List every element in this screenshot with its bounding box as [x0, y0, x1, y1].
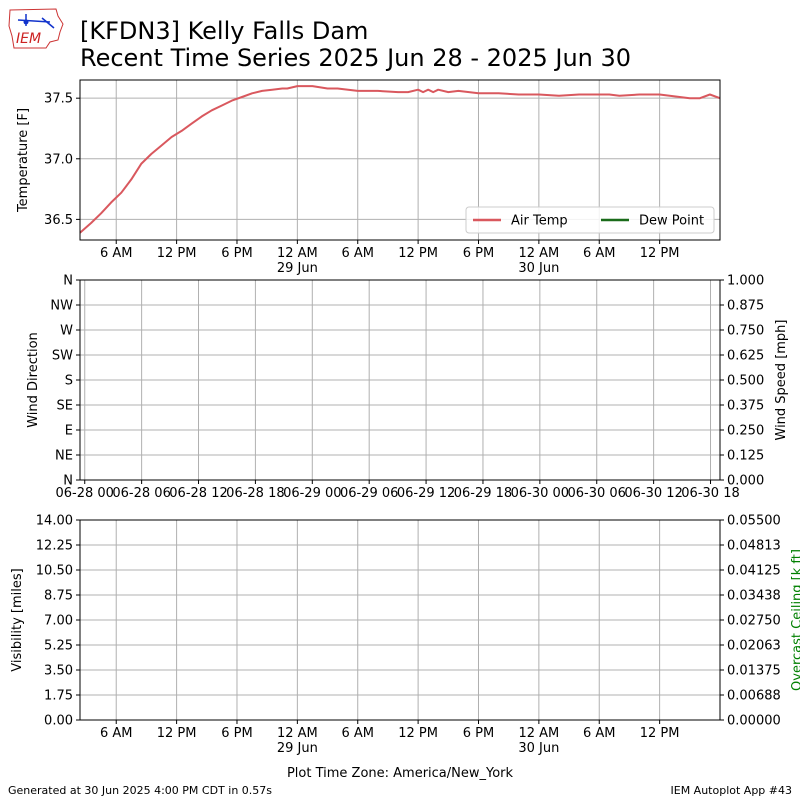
x-tick-label: 12 PM	[398, 726, 438, 741]
x-tick-label: 6 PM	[463, 246, 494, 261]
y2-tick-label: 0.500	[727, 374, 764, 389]
y-tick-label: W	[60, 324, 73, 339]
x-tick-label: 6 AM	[341, 246, 374, 261]
x-tick-sublabel: 29 Jun	[277, 741, 318, 756]
x-tick-label: 12 AM	[518, 726, 559, 741]
legend-label: Air Temp	[511, 214, 568, 229]
y-tick-label: N	[63, 474, 73, 489]
y-tick-label: 0.00	[44, 714, 73, 729]
x-tick-label: 6 PM	[221, 246, 252, 261]
legend-box	[465, 206, 715, 234]
x-tick-label: 12 PM	[640, 726, 680, 741]
footer-app: IEM Autoplot App #43	[670, 784, 793, 797]
x-tick-sublabel: 30 Jun	[518, 741, 559, 756]
x-tick-label: 6 AM	[100, 246, 133, 261]
x-tick-label: 6 AM	[583, 246, 616, 261]
y2-tick-label: 0.02750	[727, 614, 781, 629]
y-tick-label: NW	[50, 299, 73, 314]
x-tick-label: 06-28 06	[112, 486, 170, 501]
y2-tick-label: 1.000	[727, 274, 764, 289]
y-tick-label: 10.50	[36, 564, 73, 579]
y-axis-label: Temperature [F]	[16, 108, 31, 213]
x-tick-label: 6 PM	[463, 726, 494, 741]
y2-tick-label: 0.250	[727, 424, 764, 439]
y2-tick-label: 0.875	[727, 299, 764, 314]
x-tick-label: 12 AM	[518, 246, 559, 261]
x-tick-label: 06-28 18	[226, 486, 284, 501]
plot-area-frame	[79, 519, 721, 721]
y-tick-label: 7.00	[44, 614, 73, 629]
y-tick-label: 1.75	[44, 689, 73, 704]
iem-logo: IEM	[6, 6, 66, 50]
x-tick-label: 6 AM	[341, 726, 374, 741]
y-axis-label: Wind Direction	[26, 332, 41, 428]
x-tick-label: 06-29 18	[454, 486, 512, 501]
legend: Air Temp Dew Point	[465, 206, 715, 234]
x-tick-label: 06-30 06	[568, 486, 626, 501]
x-tick-label: 12 AM	[277, 246, 318, 261]
y-tick-label: 36.5	[44, 213, 73, 228]
y-tick-label: 14.00	[36, 514, 73, 529]
y2-tick-label: 0.00688	[727, 689, 781, 704]
y2-tick-label: 0.125	[727, 449, 764, 464]
plot-area-frame	[79, 79, 721, 241]
y2-axis-label: Overcast Ceiling [k ft]	[790, 549, 800, 691]
x-tick-label: 06-29 00	[283, 486, 341, 501]
x-tick-label: 06-30 00	[511, 486, 569, 501]
x-tick-label: 12 PM	[398, 246, 438, 261]
plot-area-frame	[79, 279, 721, 481]
svg-text:IEM: IEM	[16, 31, 41, 47]
legend-label: Dew Point	[639, 214, 704, 229]
y-tick-label: 37.0	[44, 152, 73, 167]
chart-title-line1: [KFDN3] Kelly Falls Dam	[80, 17, 369, 45]
x-tick-label: 06-29 06	[340, 486, 398, 501]
y-tick-label: E	[65, 424, 73, 439]
footer-generated: Generated at 30 Jun 2025 4:00 PM CDT in …	[8, 784, 273, 797]
y-tick-label: SE	[57, 399, 73, 414]
x-tick-label: 12 PM	[640, 246, 680, 261]
x-tick-label: 6 AM	[100, 726, 133, 741]
series-line-air-temp	[79, 85, 721, 234]
y2-tick-label: 0.625	[727, 349, 764, 364]
x-tick-label: 12 AM	[277, 726, 318, 741]
y-tick-label: 37.5	[44, 92, 73, 107]
y2-tick-label: 0.02063	[727, 639, 781, 654]
y-tick-label: 5.25	[44, 639, 73, 654]
y2-tick-label: 0.04125	[727, 564, 781, 579]
y-tick-label: 3.50	[44, 664, 73, 679]
x-tick-label: 6 PM	[221, 726, 252, 741]
y2-tick-label: 0.00000	[727, 714, 781, 729]
x-tick-sublabel: 29 Jun	[277, 261, 318, 276]
x-tick-label: 6 AM	[583, 726, 616, 741]
y2-tick-label: 0.375	[727, 399, 764, 414]
x-tick-label: 12 PM	[157, 726, 197, 741]
x-tick-label: 06-29 12	[397, 486, 455, 501]
y-tick-label: 12.25	[36, 539, 73, 554]
y2-tick-label: 0.04813	[727, 539, 781, 554]
x-tick-label: 06-30 18	[681, 486, 739, 501]
y2-tick-label: 0.000	[727, 474, 764, 489]
x-tick-label: 06-28 12	[169, 486, 227, 501]
y-tick-label: 8.75	[44, 589, 73, 604]
y2-tick-label: 0.03438	[727, 589, 781, 604]
y2-tick-label: 0.01375	[727, 664, 781, 679]
y-tick-label: SW	[52, 349, 73, 364]
y2-axis-label: Wind Speed [mph]	[774, 320, 789, 441]
y-axis-label: Visibility [miles]	[10, 568, 25, 671]
x-tick-label: 06-28 00	[56, 486, 114, 501]
y-tick-label: NE	[55, 449, 73, 464]
x-tick-sublabel: 30 Jun	[518, 261, 559, 276]
y-tick-label: N	[63, 274, 73, 289]
y2-tick-label: 0.05500	[727, 514, 781, 529]
x-tick-label: 12 PM	[157, 246, 197, 261]
x-axis-label: Plot Time Zone: America/New_York	[287, 766, 514, 781]
y-tick-label: S	[65, 374, 73, 389]
chart-title-line2: Recent Time Series 2025 Jun 28 - 2025 Ju…	[80, 44, 632, 72]
y2-tick-label: 0.750	[727, 324, 764, 339]
x-tick-label: 06-30 12	[624, 486, 682, 501]
